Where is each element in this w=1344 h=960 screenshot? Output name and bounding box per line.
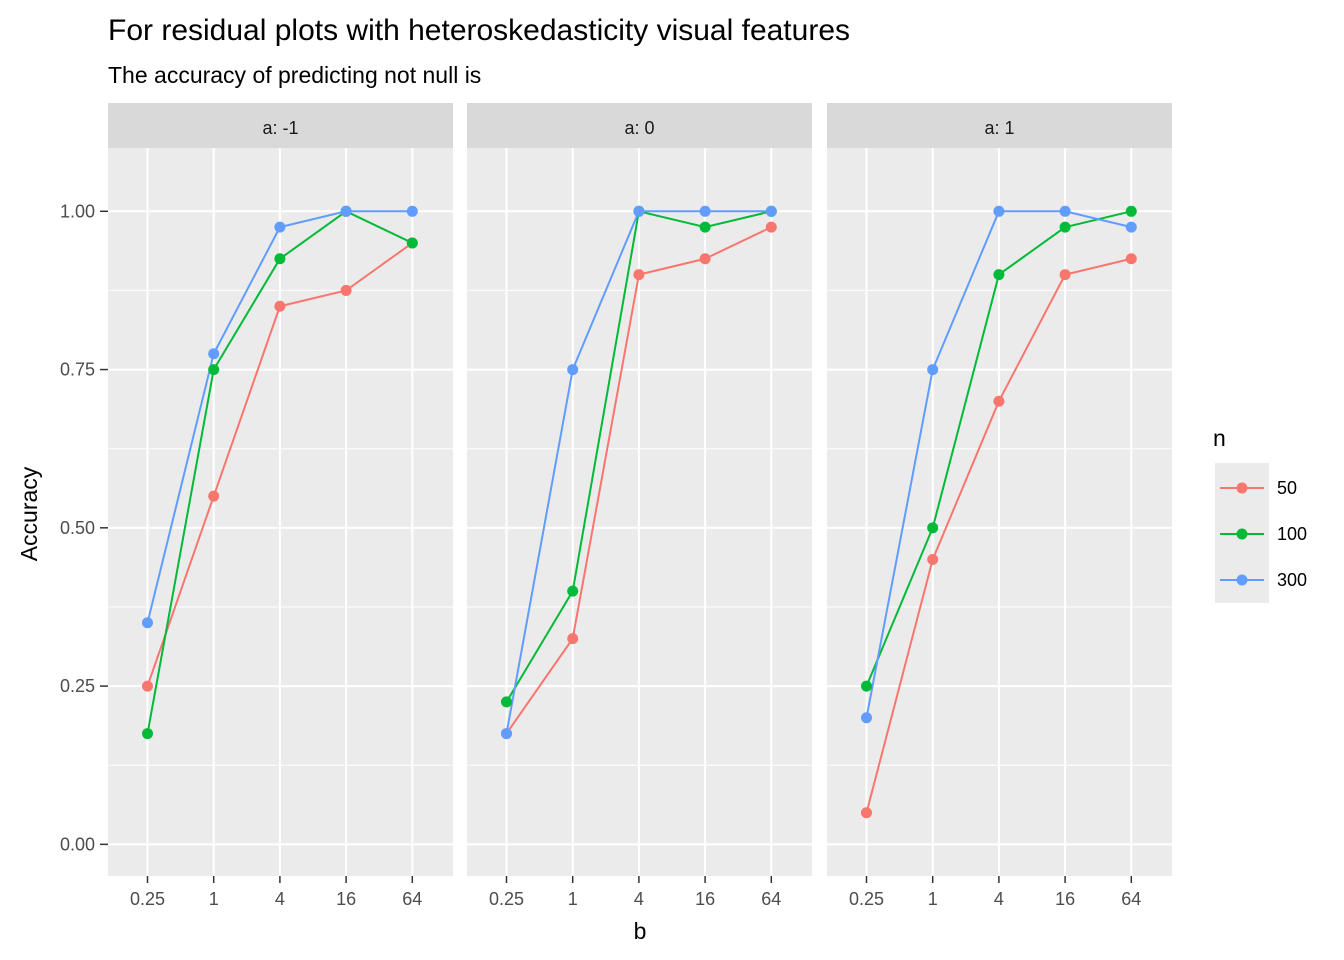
x-tick-label: 1 xyxy=(209,889,219,909)
facet-panel: a: 0 0.25 1 4 16 64 xyxy=(467,103,812,909)
y-tick-label: 0.50 xyxy=(60,518,95,538)
x-tick-label: 0.25 xyxy=(130,889,165,909)
legend-label: 100 xyxy=(1277,524,1307,544)
x-tick-label: 4 xyxy=(634,889,644,909)
x-tick-label: 16 xyxy=(1055,889,1075,909)
data-point xyxy=(340,284,352,296)
data-point xyxy=(142,728,153,740)
data-point xyxy=(274,221,286,233)
data-point xyxy=(142,680,153,692)
legend: n 50 100 300 xyxy=(1213,425,1307,603)
x-tick-label: 0.25 xyxy=(849,889,884,909)
legend-key-point xyxy=(1236,482,1248,494)
y-tick-label: 0.75 xyxy=(60,360,95,380)
facet-panel: a: -1 0.25 1 4 16 64 xyxy=(108,103,453,909)
data-point xyxy=(1059,221,1071,233)
x-tick-label: 4 xyxy=(994,889,1004,909)
data-point xyxy=(927,553,939,565)
x-tick-label: 64 xyxy=(761,889,781,909)
y-tick-label: 0.00 xyxy=(60,834,95,854)
chart-title: For residual plots with heteroskedastici… xyxy=(108,14,850,47)
data-point xyxy=(501,728,512,740)
x-tick-label: 1 xyxy=(568,889,578,909)
data-point xyxy=(567,633,579,645)
data-point xyxy=(1125,253,1137,265)
data-point xyxy=(208,364,220,376)
data-point xyxy=(633,205,645,217)
data-point xyxy=(765,221,777,233)
facet-panel: a: 1 0.25 1 4 16 64 xyxy=(827,103,1172,909)
x-tick-label: 4 xyxy=(275,889,285,909)
facet-strip-label: a: 1 xyxy=(984,118,1014,138)
data-point xyxy=(1125,221,1137,233)
facet-strip xyxy=(108,103,453,148)
chart-subtitle: The accuracy of predicting not null is xyxy=(108,62,481,88)
data-point xyxy=(861,807,872,819)
data-point xyxy=(406,205,418,217)
data-point xyxy=(699,205,711,217)
x-axis-label: b xyxy=(634,918,647,944)
legend-label: 50 xyxy=(1277,478,1297,498)
x-tick-label: 64 xyxy=(1121,889,1141,909)
data-point xyxy=(993,395,1005,407)
data-point xyxy=(993,205,1005,217)
data-point xyxy=(993,269,1005,281)
data-point xyxy=(142,617,153,629)
facet-panels: 0.00 0.25 0.50 0.75 1.00 a: -1 0.25 1 4 16 64 a: 0 0… xyxy=(60,103,1172,909)
data-point xyxy=(765,205,777,217)
data-point xyxy=(208,490,220,502)
x-tick-label: 16 xyxy=(336,889,356,909)
data-point xyxy=(406,237,418,249)
data-point xyxy=(699,253,711,265)
x-tick-label: 64 xyxy=(402,889,422,909)
legend-title: n xyxy=(1213,425,1226,451)
data-point xyxy=(567,585,579,597)
x-tick-label: 0.25 xyxy=(489,889,524,909)
data-point xyxy=(208,348,220,360)
y-tick-label: 0.25 xyxy=(60,676,95,696)
legend-key-point xyxy=(1236,574,1248,586)
data-point xyxy=(567,364,579,376)
data-point xyxy=(1125,205,1137,217)
data-point xyxy=(1059,269,1071,281)
facet-strip xyxy=(827,103,1172,148)
facet-strip-label: a: -1 xyxy=(262,118,298,138)
data-point xyxy=(1059,205,1071,217)
data-point xyxy=(274,253,286,265)
facet-strip-label: a: 0 xyxy=(624,118,654,138)
data-point xyxy=(861,680,872,692)
data-point xyxy=(274,300,286,312)
facet-strip xyxy=(467,103,812,148)
data-point xyxy=(501,696,512,708)
data-point xyxy=(861,712,872,724)
data-point xyxy=(927,522,939,534)
data-point xyxy=(633,269,645,281)
data-point xyxy=(699,221,711,233)
legend-key-point xyxy=(1236,528,1248,540)
y-tick-label: 1.00 xyxy=(60,201,95,221)
x-tick-label: 1 xyxy=(928,889,938,909)
legend-label: 300 xyxy=(1277,570,1307,590)
x-tick-label: 16 xyxy=(695,889,715,909)
data-point xyxy=(340,205,352,217)
y-axis-label: Accuracy xyxy=(16,466,42,561)
data-point xyxy=(927,364,939,376)
